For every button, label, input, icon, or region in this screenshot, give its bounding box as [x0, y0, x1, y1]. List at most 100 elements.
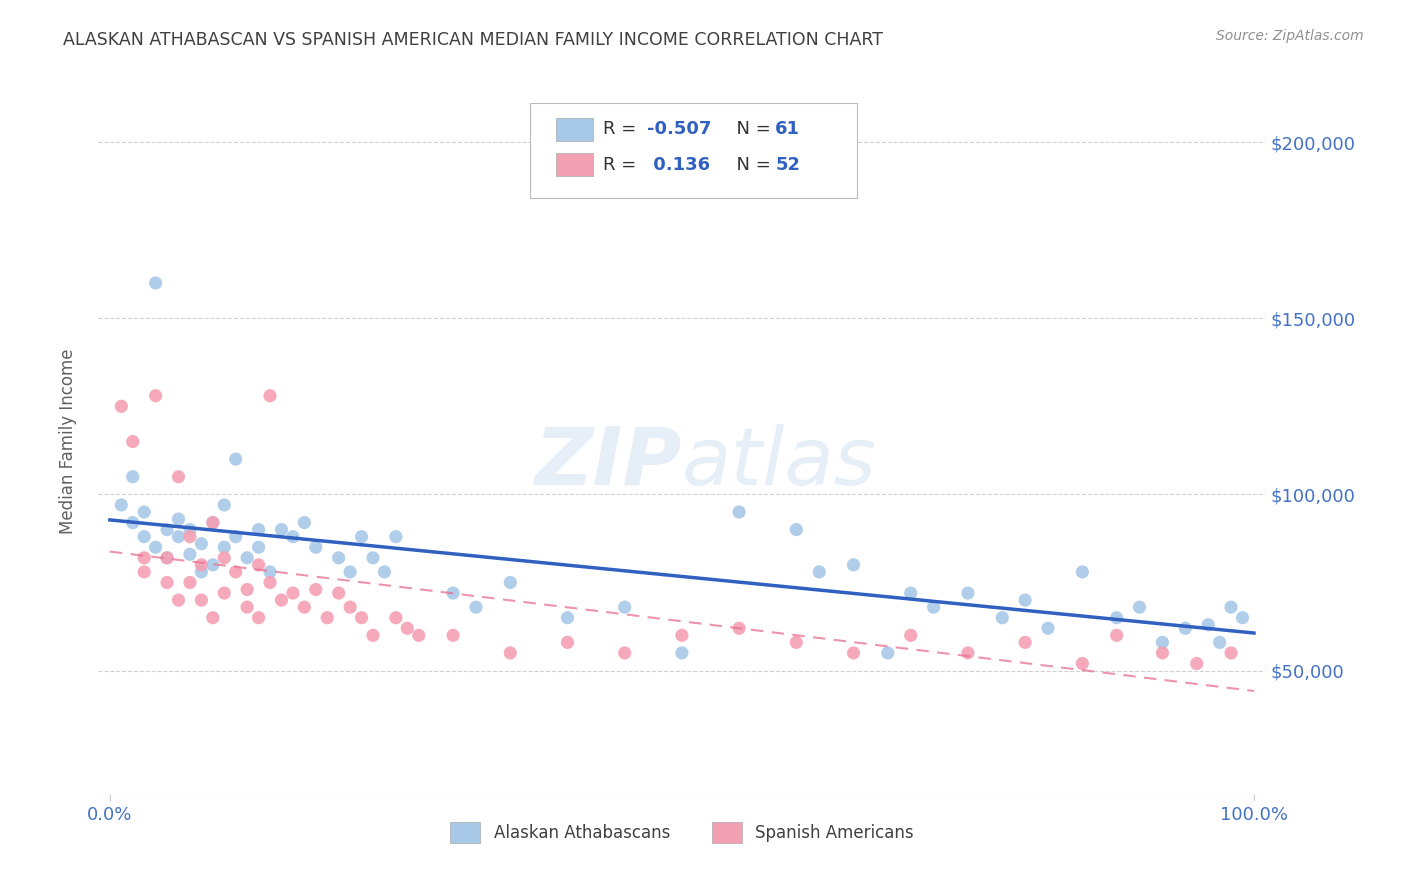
Point — [991, 610, 1014, 624]
Point — [225, 452, 247, 467]
Point — [259, 389, 281, 403]
Point — [190, 558, 212, 572]
Point — [316, 610, 339, 624]
Point — [1105, 628, 1128, 642]
Point — [613, 646, 636, 660]
Point — [842, 558, 865, 572]
Text: N =: N = — [725, 155, 776, 174]
Point — [1152, 646, 1174, 660]
Point — [785, 523, 807, 537]
Point — [408, 628, 430, 642]
Point — [167, 593, 190, 607]
Point — [1036, 621, 1059, 635]
Point — [236, 582, 259, 597]
Point — [247, 558, 270, 572]
Point — [214, 498, 236, 512]
Point — [557, 610, 579, 624]
Point — [785, 635, 807, 649]
Point — [121, 434, 143, 449]
Point — [214, 550, 236, 565]
Point — [270, 593, 292, 607]
Point — [270, 523, 292, 537]
Point — [1071, 657, 1094, 671]
Point — [134, 530, 156, 544]
Point — [201, 516, 224, 530]
Point — [247, 540, 270, 554]
Point — [900, 586, 922, 600]
Point — [121, 469, 143, 483]
Point — [134, 565, 156, 579]
Point — [1152, 635, 1174, 649]
Point — [956, 646, 979, 660]
Point — [328, 550, 350, 565]
Text: N =: N = — [725, 120, 776, 138]
Text: R =: R = — [603, 120, 641, 138]
Point — [1185, 657, 1208, 671]
Point — [145, 540, 167, 554]
Point — [145, 389, 167, 403]
Point — [1220, 600, 1243, 615]
Point — [613, 600, 636, 615]
Point — [179, 575, 201, 590]
Point — [190, 537, 212, 551]
Point — [350, 610, 373, 624]
Point — [671, 628, 693, 642]
Point — [350, 530, 373, 544]
Point — [214, 540, 236, 554]
Point — [499, 575, 522, 590]
FancyBboxPatch shape — [530, 103, 858, 198]
Point — [328, 586, 350, 600]
Point — [201, 516, 224, 530]
Point — [361, 550, 384, 565]
Point — [134, 550, 156, 565]
Point — [922, 600, 945, 615]
Text: 61: 61 — [775, 120, 800, 138]
Point — [1105, 610, 1128, 624]
Text: 52: 52 — [775, 155, 800, 174]
Point — [1014, 593, 1036, 607]
Point — [1232, 610, 1254, 624]
Point — [900, 628, 922, 642]
Point — [190, 565, 212, 579]
Point — [292, 600, 315, 615]
Point — [339, 565, 361, 579]
FancyBboxPatch shape — [555, 153, 593, 176]
Y-axis label: Median Family Income: Median Family Income — [59, 349, 77, 534]
Point — [259, 575, 281, 590]
Point — [956, 586, 979, 600]
Point — [236, 600, 259, 615]
Point — [179, 530, 201, 544]
Point — [1014, 635, 1036, 649]
Text: ZIP: ZIP — [534, 424, 682, 501]
Point — [281, 586, 304, 600]
Point — [728, 621, 751, 635]
Point — [465, 600, 488, 615]
Point — [156, 550, 179, 565]
Point — [121, 516, 143, 530]
Point — [167, 469, 190, 483]
Point — [1174, 621, 1197, 635]
Text: atlas: atlas — [682, 424, 877, 501]
Point — [247, 523, 270, 537]
Point — [236, 550, 259, 565]
Point — [156, 523, 179, 537]
Point — [385, 530, 408, 544]
Point — [1208, 635, 1230, 649]
Point — [110, 498, 132, 512]
Point — [201, 610, 224, 624]
Point — [201, 558, 224, 572]
Point — [385, 610, 408, 624]
Point — [876, 646, 898, 660]
Point — [557, 635, 579, 649]
Point — [441, 586, 464, 600]
Text: Source: ZipAtlas.com: Source: ZipAtlas.com — [1216, 29, 1364, 43]
Point — [499, 646, 522, 660]
Point — [1197, 617, 1219, 632]
Point — [247, 610, 270, 624]
Point — [190, 593, 212, 607]
Point — [1128, 600, 1150, 615]
Point — [281, 530, 304, 544]
Point — [728, 505, 751, 519]
Point — [373, 565, 395, 579]
Point — [441, 628, 464, 642]
